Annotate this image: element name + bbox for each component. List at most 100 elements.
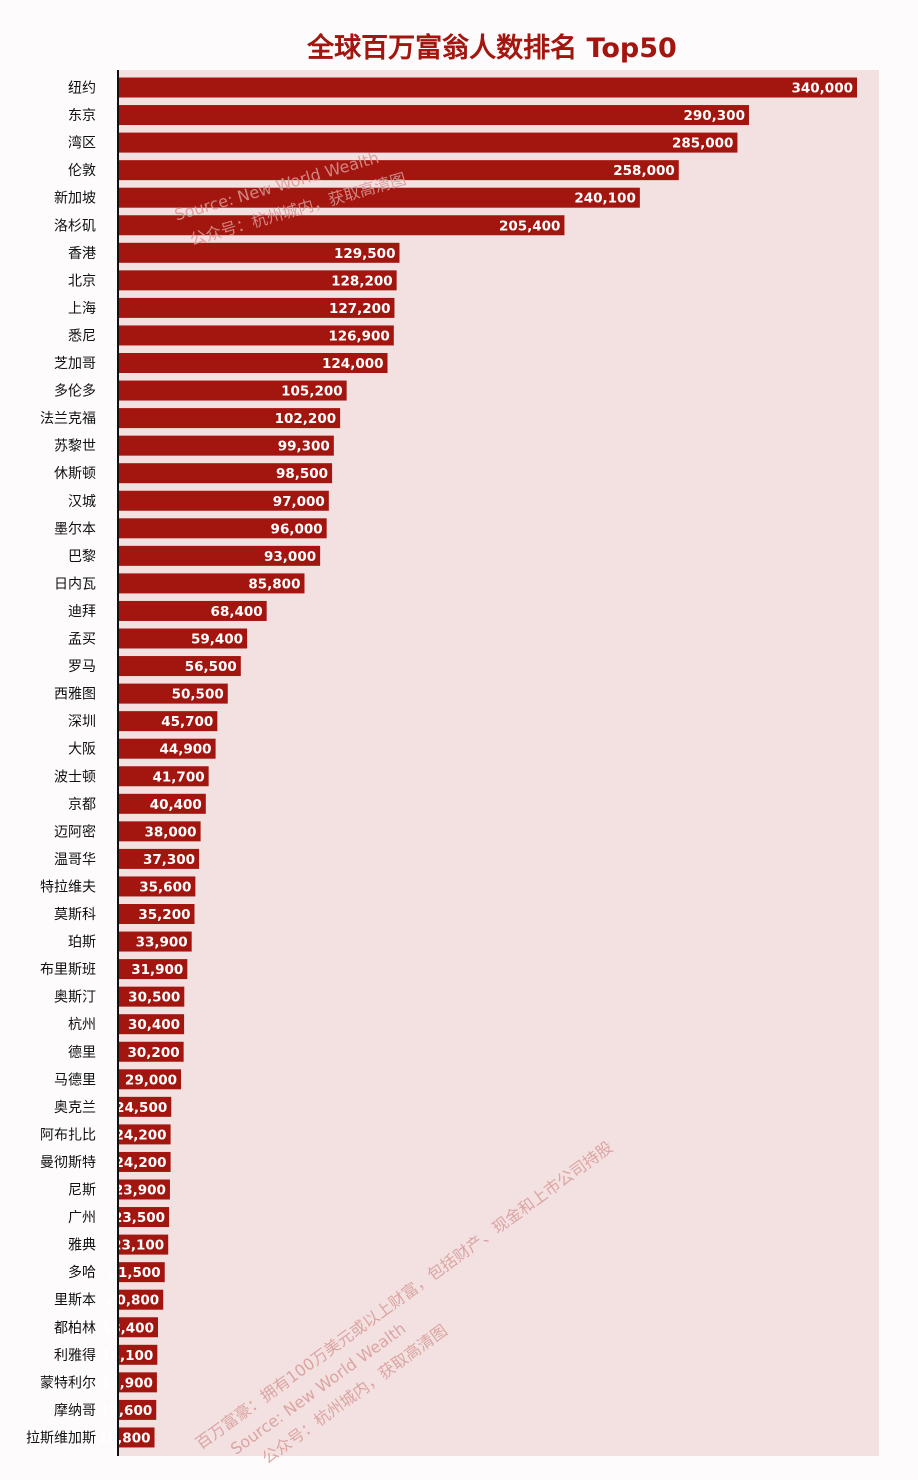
category-label-34: 奥斯汀 [54,989,96,1006]
value-label-39: 24,200 [114,1127,166,1143]
category-label-36: 德里 [68,1045,96,1061]
category-label-27: 京都 [68,797,96,813]
bar-41 [118,1179,170,1200]
value-label-19: 85,800 [248,576,300,592]
value-label-41: 23,900 [114,1183,166,1199]
value-label-26: 41,700 [153,769,205,785]
bar-40 [118,1151,171,1172]
value-label-30: 35,600 [139,879,191,895]
bar-16 [118,490,329,511]
bar-5 [118,187,640,208]
bar-35 [118,1014,185,1035]
category-label-50: 拉斯维加斯 [26,1430,96,1446]
category-label-32: 珀斯 [68,935,96,951]
bar-32 [118,931,192,952]
bar-43 [118,1234,169,1255]
bar-22 [118,656,241,677]
category-label-1: 纽约 [68,81,96,97]
bar-27 [118,793,206,814]
category-label-9: 上海 [68,301,96,317]
value-label-1: 340,000 [792,81,854,97]
category-label-17: 墨尔本 [54,521,96,537]
value-labels-group: 340,000 290,300 285,000 258,000 240,100 205,4… [98,81,853,1447]
category-label-8: 北京 [68,273,96,289]
category-label-37: 马德里 [54,1072,96,1088]
value-label-9: 127,200 [329,301,391,317]
category-label-39: 阿布扎比 [40,1127,96,1143]
value-label-44: 21,500 [109,1265,161,1281]
bar-8 [118,270,397,291]
bar-30 [118,876,196,897]
value-label-27: 40,400 [150,797,202,813]
category-label-26: 波士顿 [54,769,96,785]
value-label-48: 17,900 [101,1375,153,1391]
category-label-19: 日内瓦 [54,576,96,592]
category-label-11: 芝加哥 [54,356,96,372]
bar-47 [118,1344,158,1365]
value-label-17: 96,000 [271,521,323,537]
category-label-14: 苏黎世 [54,439,96,455]
bar-2 [118,105,749,126]
bar-36 [118,1041,184,1062]
bar-39 [118,1124,171,1145]
bar-14 [118,435,334,456]
value-label-50: 16,800 [98,1430,150,1446]
value-label-47: 18,100 [101,1348,153,1364]
value-label-25: 44,900 [159,742,211,758]
value-label-16: 97,000 [273,494,325,510]
category-label-23: 西雅图 [54,687,96,703]
bar-13 [118,408,341,429]
value-label-12: 105,200 [281,384,343,400]
bar-12 [118,380,347,401]
value-label-14: 99,300 [278,439,330,455]
category-label-3: 湾区 [68,135,96,152]
value-label-37: 29,000 [125,1072,177,1088]
value-label-29: 37,300 [143,852,195,868]
bar-17 [118,518,327,539]
value-label-13: 102,200 [275,411,337,427]
value-label-21: 59,400 [191,632,243,648]
category-label-42: 广州 [68,1210,96,1226]
value-label-36: 30,200 [128,1045,180,1061]
category-label-2: 东京 [68,108,96,124]
bar-19 [118,573,305,594]
bar-7 [118,242,400,263]
bar-46 [118,1317,158,1338]
bar-29 [118,848,200,869]
value-label-38: 24,500 [115,1100,167,1116]
category-label-43: 雅典 [68,1238,96,1254]
bar-9 [118,297,395,318]
category-label-46: 都柏林 [54,1320,96,1336]
value-label-45: 20,800 [107,1293,159,1309]
bar-33 [118,959,188,980]
category-label-24: 深圳 [68,714,96,730]
value-label-43: 23,100 [112,1238,164,1254]
category-label-25: 大阪 [68,742,96,758]
bar-6 [118,215,565,236]
category-label-16: 汉城 [68,494,96,510]
bar-4 [118,160,679,181]
category-label-44: 多哈 [68,1264,96,1281]
value-label-4: 258,000 [613,163,675,179]
bar-23 [118,683,228,704]
bar-15 [118,463,333,484]
bar-10 [118,325,394,346]
category-label-21: 孟买 [68,632,96,648]
bar-3 [118,132,738,153]
category-label-13: 法兰克福 [40,411,96,427]
value-label-35: 30,400 [128,1017,180,1033]
value-label-33: 31,900 [131,962,183,978]
value-label-5: 240,100 [574,191,636,207]
bar-20 [118,600,267,621]
value-label-11: 124,000 [322,356,384,372]
bar-1 [118,77,857,98]
value-label-6: 205,400 [499,218,561,234]
chart-title: 全球百万富翁人数排名 Top50 [306,32,677,64]
category-label-6: 洛杉矶 [54,218,96,234]
bar-49 [118,1399,157,1420]
bar-26 [118,766,209,787]
category-label-40: 曼彻斯特 [40,1155,96,1171]
bar-44 [118,1262,165,1283]
value-label-40: 24,200 [114,1155,166,1171]
